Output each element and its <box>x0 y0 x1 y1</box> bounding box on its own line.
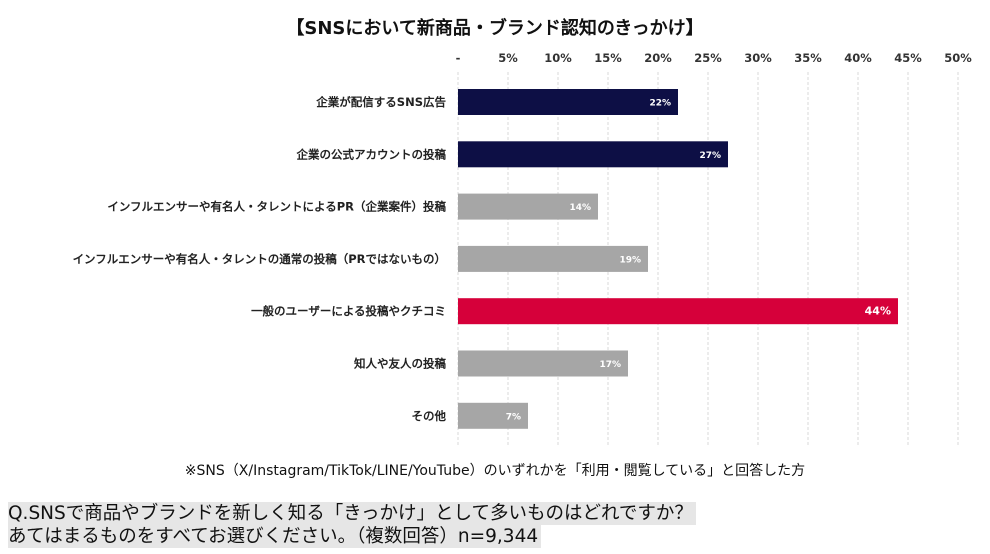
x-tick-label: 25% <box>694 51 722 65</box>
x-tick-label: 50% <box>944 51 972 65</box>
bars <box>458 89 898 429</box>
respondent-note: ※SNS（X/Instagram/TikTok/LINE/YouTube）のいず… <box>184 463 806 479</box>
data-labels: 22% 27% 14% 19% 44% 17% 7% <box>506 99 891 423</box>
x-tick-label: 45% <box>894 51 922 65</box>
question-box: Q.SNSで商品やブランドを新しく知る「きっかけ」として多いものはどれですか？ … <box>8 502 696 548</box>
category-label: 知人や友人の投稿 <box>353 357 446 371</box>
bar <box>458 402 528 429</box>
category-label: その他 <box>412 409 447 423</box>
category-labels: 企業が配信するSNS広告企業の公式アカウントの投稿インフルエンサーや有名人・タレ… <box>73 95 447 423</box>
bar <box>458 245 648 272</box>
category-label: 一般のユーザーによる投稿やクチコミ <box>251 304 446 318</box>
bar <box>458 141 728 168</box>
x-tick-label: 35% <box>794 51 822 65</box>
category-label: 企業が配信するSNS広告 <box>315 95 446 109</box>
data-label: 7% <box>506 412 521 422</box>
x-tick-label: 15% <box>594 51 622 65</box>
x-tick-label: 5% <box>498 51 518 65</box>
x-tick-label: - <box>456 51 461 65</box>
bar-chart: 【SNSにおいて新商品・ブランド認知のきっかけ】 - 5% 10% 15% 20% 25%… <box>73 17 973 445</box>
x-tick-label: 20% <box>644 51 672 65</box>
data-label: 19% <box>619 255 641 265</box>
bar <box>458 89 678 115</box>
x-tick-label: 10% <box>544 51 572 65</box>
bar <box>458 193 598 220</box>
category-label: インフルエンサーや有名人・タレントによるPR（企業案件）投稿 <box>107 200 446 214</box>
x-tick-label: 30% <box>744 51 772 65</box>
data-label: 17% <box>599 360 621 370</box>
category-label: インフルエンサーや有名人・タレントの通常の投稿（PRではないもの） <box>73 252 446 266</box>
question-line-1: Q.SNSで商品やブランドを新しく知る「きっかけ」として多いものはどれですか？ <box>8 502 696 525</box>
x-axis-ticks: - 5% 10% 15% 20% 25% 30% 35% 40% 45% 50% <box>456 51 973 65</box>
category-label: 企業の公式アカウントの投稿 <box>296 147 447 161</box>
data-label: 14% <box>569 203 591 213</box>
bar <box>458 298 898 325</box>
data-label: 27% <box>699 151 721 161</box>
data-label: 22% <box>649 99 671 109</box>
x-tick-label: 40% <box>844 51 872 65</box>
question-line-2: あてはまるものをすべてお選びください。（複数回答）n=9,344 <box>8 525 542 548</box>
grid-lines <box>457 72 959 445</box>
bar <box>458 350 628 377</box>
chart-title: 【SNSにおいて新商品・ブランド認知のきっかけ】 <box>286 17 703 39</box>
data-label: 44% <box>865 305 891 318</box>
